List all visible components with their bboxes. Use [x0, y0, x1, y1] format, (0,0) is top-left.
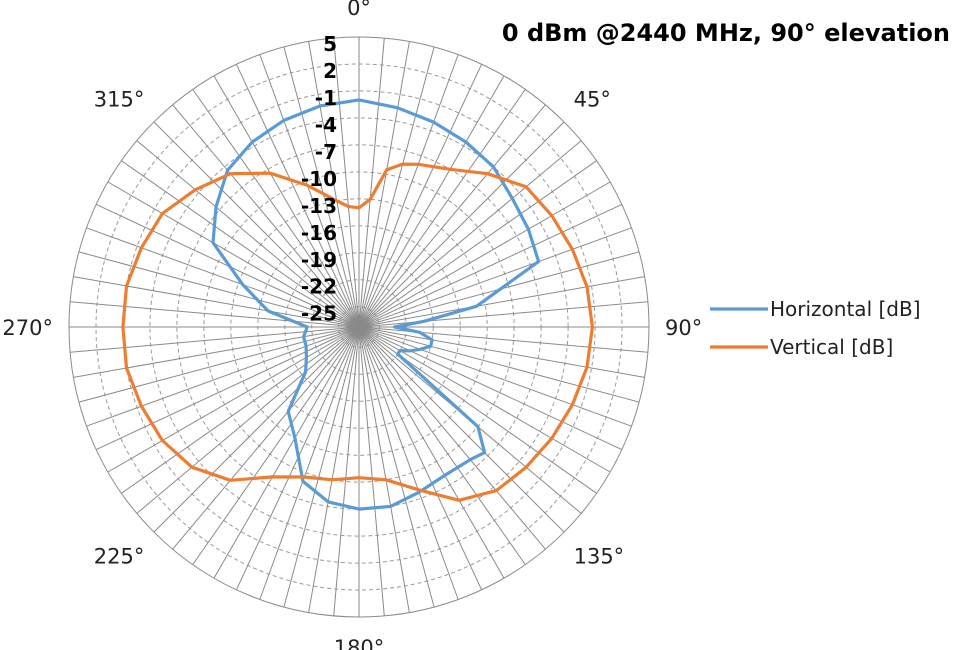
grid-spoke	[73, 326, 360, 378]
angle-tick-label: 45°	[574, 87, 611, 111]
grid-spoke	[86, 326, 360, 427]
grid-spoke	[358, 326, 435, 608]
angle-tick-label: 90°	[665, 316, 702, 340]
grid-spoke	[358, 326, 565, 533]
grid-spoke	[358, 203, 623, 328]
angle-tick-label: 270°	[2, 316, 53, 340]
polar-grid	[68, 36, 650, 618]
grid-spoke	[213, 75, 360, 328]
grid-spoke	[86, 227, 360, 328]
grid-spoke	[73, 276, 360, 328]
grid-spoke	[153, 121, 360, 328]
series-line-horizontal	[211, 98, 541, 511]
grid-spoke	[358, 326, 526, 565]
grid-spoke	[358, 326, 385, 616]
grid-spoke	[308, 41, 360, 328]
grid-spoke	[121, 326, 360, 494]
series-line-vertical	[121, 162, 594, 502]
radial-tick-label: -25	[301, 302, 337, 326]
grid-spoke	[70, 301, 360, 328]
angle-tick-labels: 0° 45° 90° 135° 180° 225° 270° 315°	[2, 0, 702, 650]
grid-spoke	[358, 326, 483, 591]
grid-spoke	[358, 326, 505, 579]
grid-spoke	[358, 121, 565, 328]
grid-spoke	[192, 89, 360, 328]
radial-tick-label: 5	[323, 32, 337, 56]
grid-spoke	[358, 326, 459, 600]
grid-spoke	[153, 326, 360, 533]
radial-tick-label: -4	[315, 113, 337, 137]
grid-spoke	[358, 104, 546, 328]
grid-spoke	[95, 326, 360, 451]
grid-spoke	[259, 54, 360, 328]
grid-spoke	[107, 326, 360, 473]
grid-spoke	[333, 38, 360, 328]
grid-spoke	[358, 326, 640, 403]
angle-tick-label: 180°	[334, 636, 385, 650]
grid-spoke	[358, 326, 623, 451]
grid-spoke	[107, 181, 360, 328]
grid-spoke	[283, 46, 360, 328]
grid-spoke	[78, 326, 360, 403]
grid-spoke	[283, 326, 360, 608]
grid-spoke	[308, 326, 360, 613]
grid-spoke	[358, 89, 526, 328]
grid-spoke	[358, 160, 597, 328]
radial-tick-label: 2	[323, 59, 337, 83]
grid-spoke	[172, 326, 360, 550]
angle-tick-label: 225°	[94, 545, 145, 569]
grid-spoke	[192, 326, 360, 565]
grid-spoke	[78, 251, 360, 328]
grid-spoke	[358, 326, 546, 550]
grid-spoke	[358, 326, 645, 378]
radial-tick-label: -7	[315, 140, 337, 164]
grid-spoke	[358, 301, 648, 328]
legend: Horizontal [dB] Vertical [dB]	[710, 297, 921, 359]
grid-spoke	[358, 63, 483, 328]
radial-tick-label: -13	[301, 194, 337, 218]
grid-spoke	[235, 63, 360, 328]
plot-series	[121, 98, 594, 511]
radial-tick-label: -1	[315, 86, 337, 110]
grid-spoke	[358, 326, 648, 353]
grid-spoke	[213, 326, 360, 579]
grid-spoke	[358, 46, 435, 328]
legend-label: Vertical [dB]	[770, 335, 893, 359]
grid-spoke	[358, 54, 459, 328]
chart-title: 0 dBm @2440 MHz, 90° elevation	[502, 19, 950, 47]
grid-spoke	[358, 326, 632, 427]
grid-spoke	[121, 160, 360, 328]
legend-label: Horizontal [dB]	[770, 297, 921, 321]
radial-tick-label: -16	[301, 221, 337, 245]
radial-tick-label: -10	[301, 167, 337, 191]
grid-spoke	[172, 104, 360, 328]
radial-tick-labels: 5 2 -1 -4 -7 -10 -13 -16 -19 -22 -25	[301, 32, 337, 326]
grid-spoke	[358, 227, 632, 328]
angle-tick-label: 0°	[347, 0, 371, 20]
grid-spoke	[358, 41, 410, 328]
radial-tick-label: -22	[301, 275, 337, 299]
grid-spoke	[358, 181, 611, 328]
grid-spoke	[358, 75, 505, 328]
grid-spoke	[70, 326, 360, 353]
angle-tick-label: 315°	[94, 87, 145, 111]
grid-spoke	[333, 326, 360, 616]
radial-tick-label: -19	[301, 248, 337, 272]
grid-spoke	[259, 326, 360, 600]
grid-spoke	[136, 140, 360, 328]
grid-spoke	[358, 326, 410, 613]
grid-spoke	[358, 38, 385, 328]
angle-tick-label: 135°	[574, 545, 625, 569]
grid-spoke	[136, 326, 360, 514]
grid-spoke	[358, 276, 645, 328]
grid-spoke	[358, 140, 582, 328]
